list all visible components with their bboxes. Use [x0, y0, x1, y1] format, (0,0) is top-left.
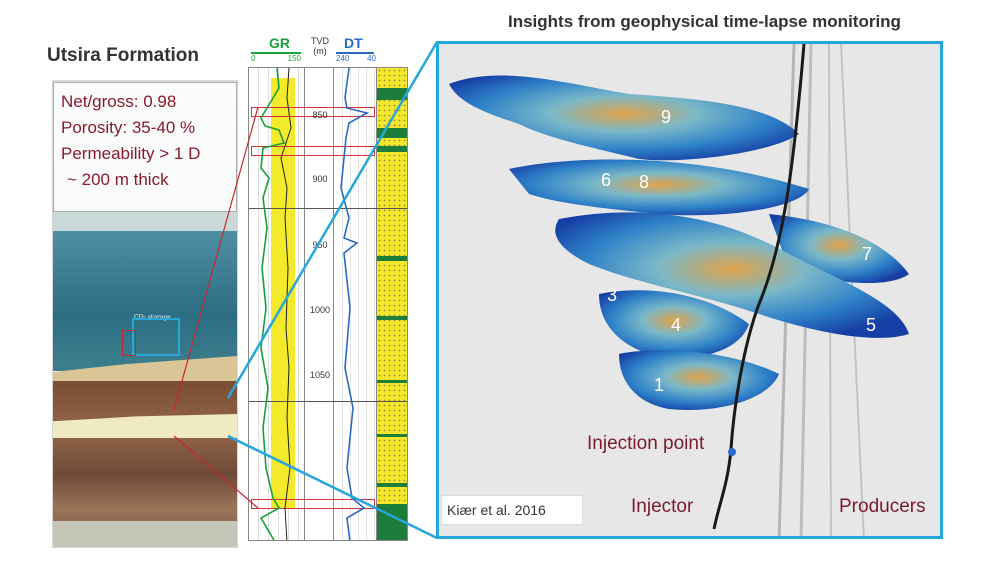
layer-label-8: 8	[639, 172, 650, 192]
injection-point-marker	[728, 448, 736, 456]
layer-label-5: 5	[866, 315, 877, 335]
layer-label-6: 6	[601, 170, 612, 190]
layer-9-plume	[449, 75, 799, 161]
depth-gridline	[249, 401, 407, 402]
gr-scale: 0 150	[251, 54, 301, 63]
porosity-text: Porosity: 35-40 %	[61, 118, 196, 137]
injector-label: Injector	[631, 496, 694, 517]
dt-scale: 240 40	[336, 54, 376, 63]
utsira-title: Utsira Formation	[47, 45, 200, 66]
layer-label-4: 4	[671, 315, 682, 335]
gr-header: GR	[269, 35, 290, 51]
gr-scale-min: 0	[251, 54, 256, 63]
tvd-tick: 1000	[309, 305, 331, 315]
monitoring-3d-view: 9 6 8 7 3 4 5 1 Injection point Injector…	[436, 41, 943, 539]
net-gross-text: Net/gross: 0.98	[61, 92, 177, 111]
layer-label-7: 7	[862, 244, 873, 264]
layer-4-plume	[599, 290, 749, 358]
layer-8-plume	[509, 159, 809, 216]
co2-plume-layers	[449, 44, 909, 536]
layer-label-1: 1	[654, 375, 665, 395]
base-layer	[53, 521, 237, 547]
thickness-text: ~ 200 m thick	[67, 170, 169, 189]
gr-scale-max: 150	[287, 54, 301, 63]
tvd-name: TVD	[311, 36, 329, 46]
tvd-tick: 950	[312, 240, 328, 250]
monitoring-title: Insights from geophysical time-lapse mon…	[508, 12, 901, 31]
tvd-header: TVD (m)	[310, 36, 330, 56]
tvd-unit: (m)	[313, 46, 327, 56]
citation-box: Kiær et al. 2016	[441, 495, 583, 525]
tvd-tick: 1050	[309, 370, 331, 380]
injection-point-label: Injection point	[587, 433, 705, 454]
producers-label: Producers	[839, 496, 926, 517]
well-log: 850 900 950 1000 1050	[248, 67, 408, 541]
log-interval-highlight	[122, 330, 136, 356]
permeability-text: Permeability > 1 D	[61, 144, 201, 163]
layer-1-plume	[619, 350, 779, 410]
co2-storage-label: CO₂ storage	[134, 314, 171, 321]
layer-label-3: 3	[607, 285, 618, 305]
tvd-tick: 900	[312, 174, 328, 184]
layer-5-plume	[555, 212, 909, 338]
dt-scale-min: 240	[336, 54, 350, 63]
tvd-tick: 850	[312, 110, 328, 120]
layer-label-9: 9	[661, 107, 672, 127]
co2-storage-highlight	[132, 318, 180, 356]
formation-properties-box: Net/gross: 0.98 Porosity: 35-40 % Permea…	[53, 82, 237, 212]
dt-header: DT	[344, 35, 363, 51]
dt-scale-max: 40	[367, 54, 376, 63]
